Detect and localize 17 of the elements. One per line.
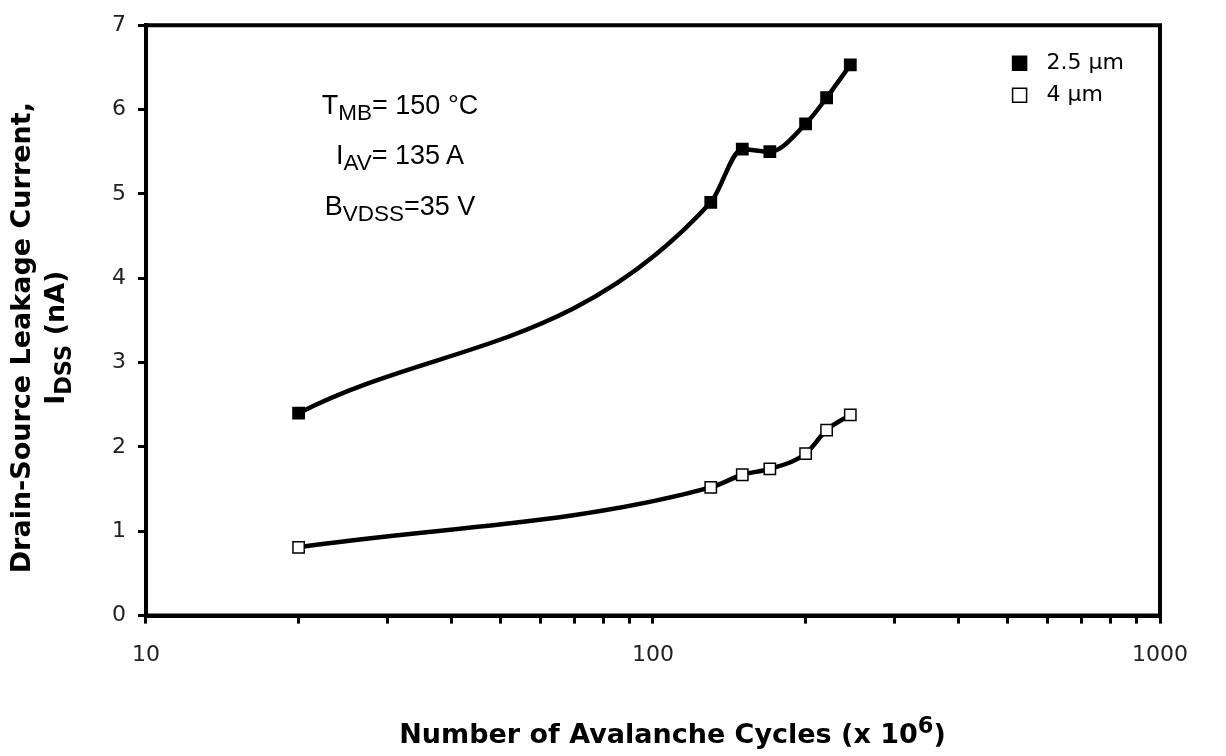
y-tick-label: 0 xyxy=(112,601,126,627)
legend-label: 4 µm xyxy=(1046,80,1104,106)
y-tick-label: 1 xyxy=(112,516,126,542)
annotation: T$_{MB}$= 150 °C xyxy=(320,89,480,128)
y-tick-label: 3 xyxy=(112,348,126,374)
x-tick-label: 10 xyxy=(132,640,160,666)
y-tick-label: 7 xyxy=(112,10,126,36)
y-tick-label: 2 xyxy=(112,432,126,458)
x-axis-title: Number of Avalanche Cycles (x 10$^{6}$) xyxy=(398,712,947,749)
y-tick-label: 5 xyxy=(112,179,126,205)
annotation: I$_{AV}$= 135 A xyxy=(334,139,466,178)
x-tick-label: 100 xyxy=(632,640,674,666)
y-tick-label: 6 xyxy=(112,95,126,121)
annotation: B$_{VDSS}$=35 V xyxy=(323,189,477,229)
x-tick-label: 1000 xyxy=(1132,640,1188,666)
legend-label: 2.5 µm xyxy=(1046,48,1125,74)
y-tick-label: 4 xyxy=(112,263,126,289)
